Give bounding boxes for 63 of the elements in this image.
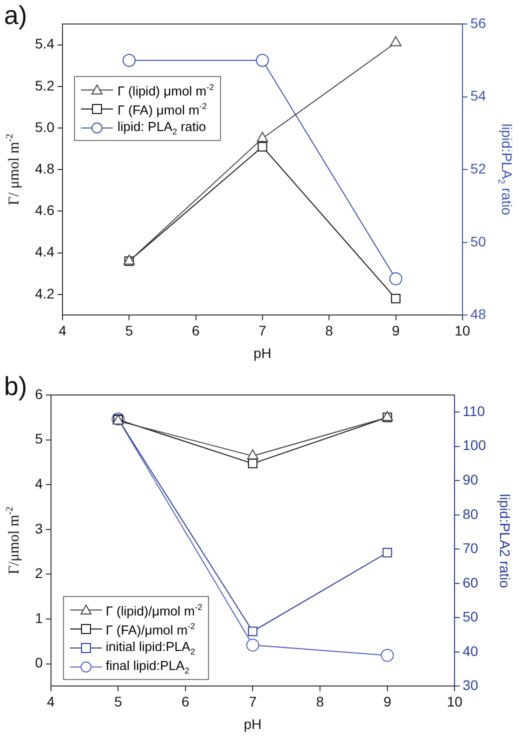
y-tick-label: 3 (34, 520, 43, 536)
x-tick-label: 5 (114, 693, 122, 710)
point (391, 294, 401, 304)
point (382, 548, 392, 558)
x-tick-label: 7 (248, 693, 257, 710)
point (247, 449, 258, 460)
x-tick-label: 9 (383, 693, 392, 710)
y2-tick-label: 60 (462, 574, 478, 590)
y-tick-label: 4.8 (34, 160, 55, 176)
x-axis-title: pH (253, 345, 272, 362)
y2-tick-label: 90 (462, 472, 478, 488)
y2-tick-label: 40 (462, 642, 478, 659)
legend-label: final lipid:PLA$_{2}$ (106, 658, 190, 676)
legend-label: Γ (lipid) μmol m$^{-2}$ (117, 82, 214, 98)
point (246, 638, 260, 652)
chart-title: b) (4, 371, 28, 402)
y2-tick-label: 50 (470, 233, 486, 250)
x-axis-title: pH (244, 716, 262, 732)
y-tick-label: 2 (34, 565, 43, 582)
y-tick-label: 4.6 (34, 202, 55, 218)
y2-tick-label: 80 (462, 506, 478, 522)
y-tick-label: 5 (34, 430, 43, 447)
x-tick-label: 10 (454, 322, 470, 338)
y-tick-label: 0 (34, 654, 43, 671)
y2-tick-label: 30 (462, 677, 478, 694)
x-tick-label: 6 (192, 322, 200, 338)
x-tick-label: 4 (58, 322, 67, 338)
x-tick-label: 8 (325, 322, 334, 338)
x-tick-label: 8 (316, 693, 324, 710)
y2-axis-title: lipid:PLA2 ratio (497, 494, 514, 588)
point (380, 648, 394, 662)
legend-label: Γ (FA)/μmol m$^{-2}$ (106, 620, 196, 637)
y2-tick-label: 50 (462, 608, 478, 625)
y2-tick-label: 48 (470, 306, 486, 322)
legend-label: initial lipid:PLA$_{2}$ (106, 638, 196, 656)
point (256, 132, 268, 142)
point (258, 142, 268, 152)
y-tick-label: 4.2 (34, 285, 55, 302)
legend-label: Γ (FA) μmol m$^{-2}$ (117, 100, 207, 118)
y2-tick-label: 70 (462, 540, 478, 556)
chart-title: a) (4, 0, 28, 31)
point (248, 626, 258, 636)
y-tick-label: 1 (34, 610, 43, 626)
point (390, 36, 402, 46)
y-tick-label: 5.4 (34, 36, 55, 52)
y-tick-label: 5.2 (34, 77, 55, 94)
x-tick-label: 10 (446, 693, 463, 710)
x-tick-label: 7 (258, 322, 267, 338)
y2-tick-label: 56 (470, 14, 486, 31)
x-tick-label: 9 (392, 322, 400, 338)
y-tick-label: 5.0 (34, 118, 55, 135)
y2-tick-label: 110 (462, 402, 486, 419)
y-tick-label: 6 (34, 386, 43, 402)
x-tick-label: 5 (125, 322, 134, 338)
y2-tick-label: 100 (462, 437, 486, 454)
y-tick-label: 4.4 (34, 244, 55, 260)
x-tick-label: 6 (182, 693, 190, 710)
legend-label: Γ (lipid)/μmol m$^{-2}$ (106, 602, 202, 618)
y2-tick-label: 52 (470, 160, 486, 176)
point (248, 458, 258, 468)
legend-label: lipid: PLA$_{2}$ ratio (117, 119, 206, 137)
y2-tick-label: 54 (470, 88, 486, 104)
y-tick-label: 4 (34, 475, 43, 492)
